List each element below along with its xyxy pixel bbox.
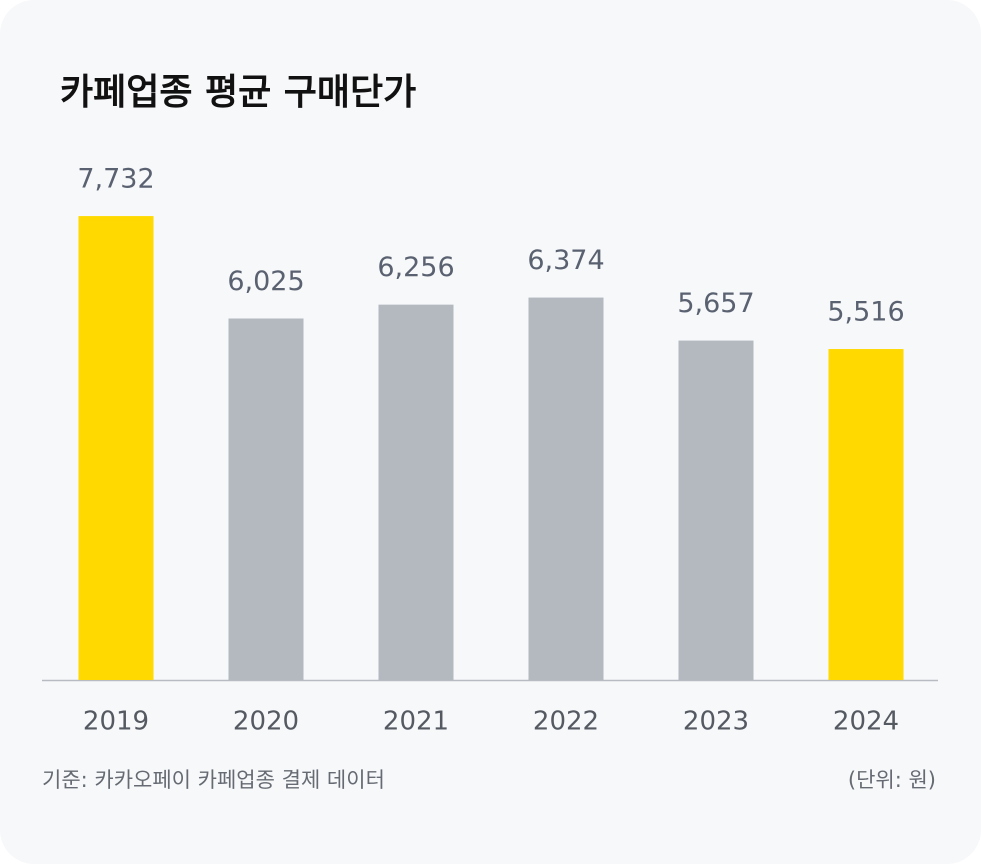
value-label: 5,657 [677, 288, 754, 319]
value-label: 6,025 [227, 266, 304, 297]
x-tick-label: 2021 [383, 707, 449, 737]
value-label: 5,516 [827, 297, 904, 328]
value-label: 7,732 [77, 164, 154, 195]
value-label: 6,256 [377, 252, 454, 283]
bar [378, 304, 454, 680]
x-tick-label: 2023 [683, 707, 749, 737]
x-tick-label: 2022 [533, 707, 599, 737]
chart-title: 카페업종 평균 구매단가 [60, 72, 416, 113]
value-label: 6,374 [527, 245, 604, 276]
unit-note: (단위: 원) [848, 768, 936, 792]
bar [828, 349, 904, 680]
bar [678, 340, 754, 680]
source-note: 기준: 카카오페이 카페업종 결제 데이터 [42, 768, 385, 792]
x-tick-label: 2020 [233, 707, 299, 737]
bar [528, 297, 604, 680]
bar [228, 318, 304, 680]
x-tick-label: 2019 [83, 707, 149, 737]
x-tick-label: 2024 [833, 707, 899, 737]
bar [78, 216, 154, 680]
